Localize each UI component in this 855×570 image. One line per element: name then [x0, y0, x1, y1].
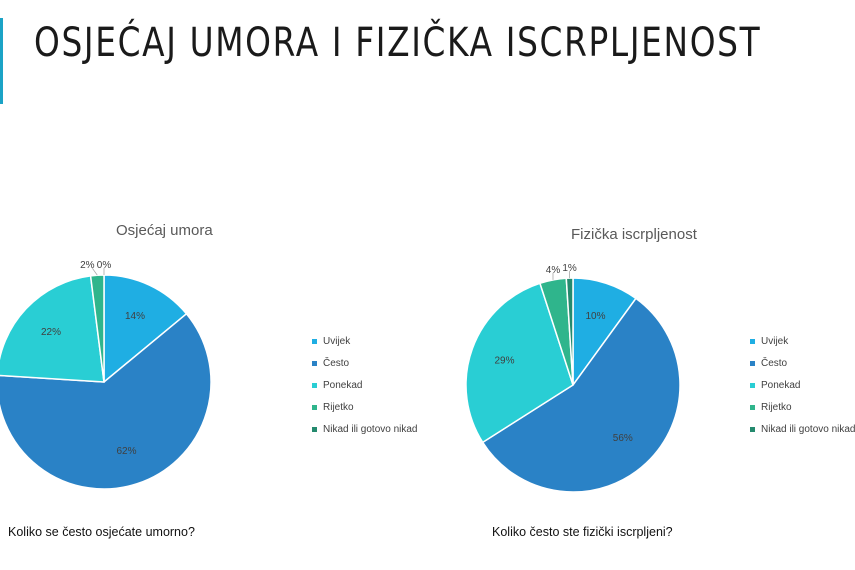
chart-title-umor: Osjećaj umora	[116, 222, 213, 239]
legend-label: Nikad ili gotovo nikad	[323, 423, 418, 435]
legend-swatch	[312, 382, 317, 388]
data-label-rijetko: 4%	[546, 265, 561, 276]
legend-label: Rijetko	[323, 401, 354, 413]
data-label-cesto: 56%	[613, 433, 633, 444]
legend-item-ponekad: Ponekad	[750, 374, 855, 396]
question-umor: Koliko se često osjećate umorno?	[8, 525, 195, 539]
data-label-ponekad: 29%	[494, 355, 514, 366]
data-label-nikad-ili-gotovo-nikad: 0%	[97, 260, 112, 271]
legend-label: Često	[323, 357, 350, 369]
data-label-nikad-ili-gotovo-nikad: 1%	[562, 263, 577, 274]
legend-label: Često	[761, 357, 788, 369]
legend-label: Rijetko	[761, 401, 792, 413]
pie-chart-umor: 14% 62% 22% 2% 0%	[0, 260, 212, 490]
legend-swatch	[750, 426, 755, 432]
legend-swatch	[750, 382, 755, 388]
legend-item-nikad-ili-gotovo-nikad: Nikad ili gotovo nikad	[312, 418, 418, 440]
legend-item-cesto: Često	[312, 352, 418, 374]
chart-title-iscrpljenost: Fizička iscrpljenost	[571, 226, 697, 243]
legend-swatch	[750, 404, 755, 410]
legend-iscrpljenost: Uvijek Često Ponekad Rijetko Nikad ili gotov…	[750, 330, 855, 440]
legend-item-nikad-ili-gotovo-nikad: Nikad ili gotovo nikad	[750, 418, 855, 440]
data-label-ponekad: 22%	[41, 327, 61, 338]
data-label-cesto: 62%	[116, 446, 136, 457]
legend-swatch	[312, 360, 317, 366]
pie-slice-ponekad	[465, 282, 574, 444]
pie-chart-iscrpljenost: 10% 56% 29% 4% 1%	[465, 263, 681, 493]
leader-line-rijetko	[91, 267, 98, 276]
legend-item-ponekad: Ponekad	[312, 374, 418, 396]
pie-slice-uvijek	[103, 274, 188, 384]
pie-slice-cesto	[481, 297, 681, 493]
data-label-uvijek: 14%	[125, 311, 145, 322]
legend-label: Ponekad	[323, 379, 363, 391]
data-label-rijetko: 2%	[80, 260, 95, 271]
legend-swatch	[312, 426, 317, 432]
legend-label: Ponekad	[761, 379, 801, 391]
data-label-uvijek: 10%	[585, 311, 605, 322]
legend-label: Uvijek	[761, 335, 789, 347]
slide-title: OSJEĆAJ UMORA I FIZIČKA ISCRPLJENOST	[34, 20, 762, 66]
legend-label: Nikad ili gotovo nikad	[761, 423, 855, 435]
legend-swatch	[750, 360, 755, 366]
legend-item-cesto: Često	[750, 352, 855, 374]
legend-label: Uvijek	[323, 335, 351, 347]
question-iscrpljenost: Koliko često ste fizički iscrpljeni?	[492, 525, 673, 539]
legend-swatch	[750, 338, 755, 344]
legend-umor: Uvijek Često Ponekad Rijetko Nikad ili gotov…	[312, 330, 418, 440]
legend-item-uvijek: Uvijek	[312, 330, 418, 352]
legend-item-rijetko: Rijetko	[750, 396, 855, 418]
legend-item-rijetko: Rijetko	[312, 396, 418, 418]
legend-item-uvijek: Uvijek	[750, 330, 855, 352]
legend-swatch	[312, 404, 317, 410]
accent-bar	[0, 18, 3, 104]
pie-slice-ponekad	[0, 275, 105, 383]
pie-slice-cesto	[0, 312, 212, 490]
legend-swatch	[312, 338, 317, 344]
